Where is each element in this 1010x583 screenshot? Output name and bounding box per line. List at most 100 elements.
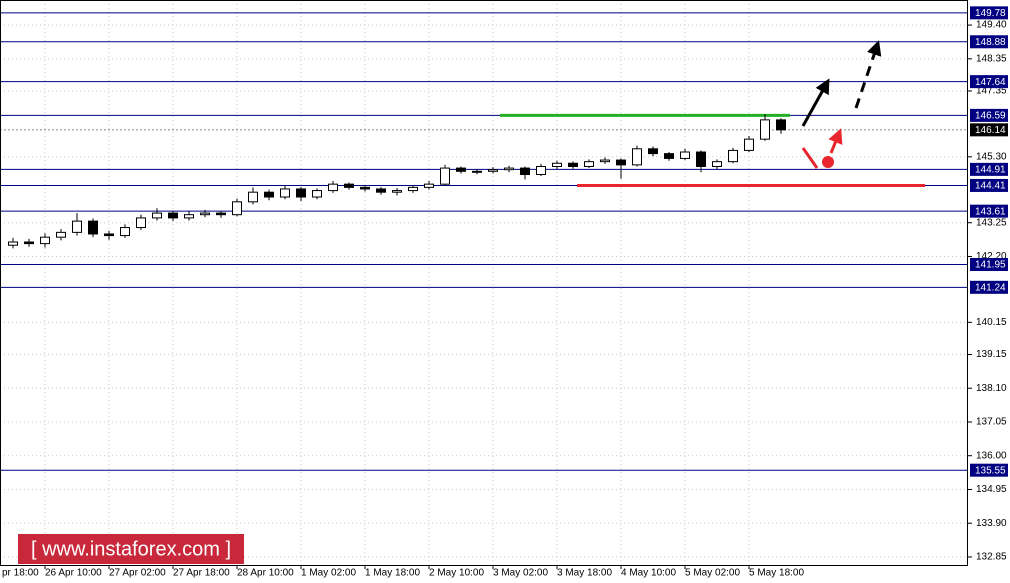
x-tick-label: 4 May 10:00 — [621, 568, 676, 579]
level-label: 143.61 — [975, 206, 1006, 217]
current-price-label: 146.14 — [975, 125, 1006, 136]
forecast-arrows — [801, 40, 882, 169]
candle-body — [328, 183, 338, 192]
level-label: 148.88 — [975, 37, 1006, 48]
arrow — [854, 40, 882, 109]
candle-body — [24, 241, 34, 245]
candles — [8, 114, 786, 249]
arrow — [828, 128, 843, 154]
candle-body — [600, 159, 610, 163]
y-tick-label: 137.05 — [976, 417, 1007, 428]
candle-body — [584, 161, 594, 167]
candle-body — [264, 191, 274, 198]
y-tick-label: 148.35 — [976, 53, 1007, 64]
y-tick-label: 136.00 — [976, 450, 1007, 461]
candle-body — [776, 119, 786, 131]
level-label: 141.95 — [975, 260, 1006, 271]
candle-body — [392, 190, 402, 193]
level-box — [970, 463, 1008, 477]
candle-body — [696, 151, 706, 167]
watermark: [ www.instaforex.com ] — [31, 538, 231, 560]
candle-body — [56, 231, 66, 238]
x-tick-label: pr 18:00 — [2, 568, 39, 579]
y-tick-label: 134.95 — [976, 484, 1007, 495]
candle-body — [408, 186, 418, 192]
arrow — [801, 147, 819, 169]
candle-body — [664, 153, 674, 159]
candle-body — [104, 233, 114, 237]
x-tick-label: 5 May 02:00 — [685, 568, 740, 579]
arrow — [801, 78, 830, 127]
candle-body — [520, 167, 530, 176]
level-box — [970, 204, 1008, 218]
candle-body — [136, 217, 146, 229]
candle-body — [680, 151, 690, 159]
x-tick-label: 26 Apr 10:00 — [45, 568, 102, 579]
candle-body — [216, 212, 226, 216]
candle-body — [8, 241, 18, 246]
candle-body — [200, 212, 210, 216]
level-box — [970, 75, 1008, 89]
candle-body — [248, 191, 258, 203]
x-tick-label: 27 Apr 02:00 — [109, 568, 166, 579]
level-label: 146.59 — [975, 111, 1006, 122]
level-label: 141.24 — [975, 282, 1006, 293]
x-tick-label: 1 May 02:00 — [301, 568, 356, 579]
y-tick-label: 143.25 — [976, 217, 1007, 228]
y-tick-label: 133.90 — [976, 518, 1007, 529]
level-box — [970, 258, 1008, 272]
candle-body — [744, 138, 754, 151]
candle-body — [504, 167, 514, 171]
x-tick-label: 3 May 02:00 — [493, 568, 548, 579]
candle-body — [152, 212, 162, 219]
level-label: 147.64 — [975, 77, 1006, 88]
x-tick-label: 28 Apr 10:00 — [237, 568, 294, 579]
level-box — [970, 6, 1008, 20]
candle-body — [296, 188, 306, 198]
level-label: 144.41 — [975, 181, 1006, 192]
candle-body — [232, 201, 242, 216]
grid — [0, 0, 968, 565]
x-tick-label: 1 May 18:00 — [365, 568, 420, 579]
candle-body — [488, 169, 498, 172]
candle-body — [648, 148, 658, 155]
level-box — [970, 108, 1008, 122]
candle-body — [632, 148, 642, 166]
watermark-box — [18, 534, 244, 564]
y-tick-label: 142.20 — [976, 251, 1007, 262]
candle-body — [376, 188, 386, 193]
candle-body — [72, 220, 82, 233]
y-tick-label: 132.85 — [976, 552, 1007, 563]
axis: 149.40 148.35 147.35 145.30 143.25 142.20 140.… — [2, 6, 1008, 579]
level-box — [970, 162, 1008, 176]
candle-body — [88, 220, 98, 235]
x-tick-label: 3 May 18:00 — [557, 568, 612, 579]
level-box — [970, 280, 1008, 294]
x-tick-label: 2 May 10:00 — [429, 568, 484, 579]
candle-body — [760, 119, 770, 140]
candle-body — [616, 159, 626, 166]
y-tick-label: 145.30 — [976, 151, 1007, 162]
candle-body — [424, 183, 434, 188]
level-label: 144.91 — [975, 165, 1006, 176]
level-label: 149.78 — [975, 8, 1006, 19]
x-tick-label: 27 Apr 18:00 — [173, 568, 230, 579]
candle-body — [360, 186, 370, 190]
level-label: 135.55 — [975, 465, 1006, 476]
candle-body — [440, 167, 450, 185]
y-tick-label: 139.15 — [976, 349, 1007, 360]
candle-body — [712, 161, 722, 167]
levels — [0, 12, 968, 471]
candle-body — [280, 188, 290, 198]
candle-body — [168, 212, 178, 219]
candle-body — [344, 183, 354, 188]
candle-body — [552, 162, 562, 167]
y-tick-label: 149.40 — [976, 20, 1007, 31]
dot — [822, 156, 834, 168]
candle-body — [184, 214, 194, 219]
candle-body — [568, 162, 578, 167]
current-price-box — [970, 123, 1008, 137]
candle-body — [472, 170, 482, 173]
candle-body — [536, 165, 546, 176]
